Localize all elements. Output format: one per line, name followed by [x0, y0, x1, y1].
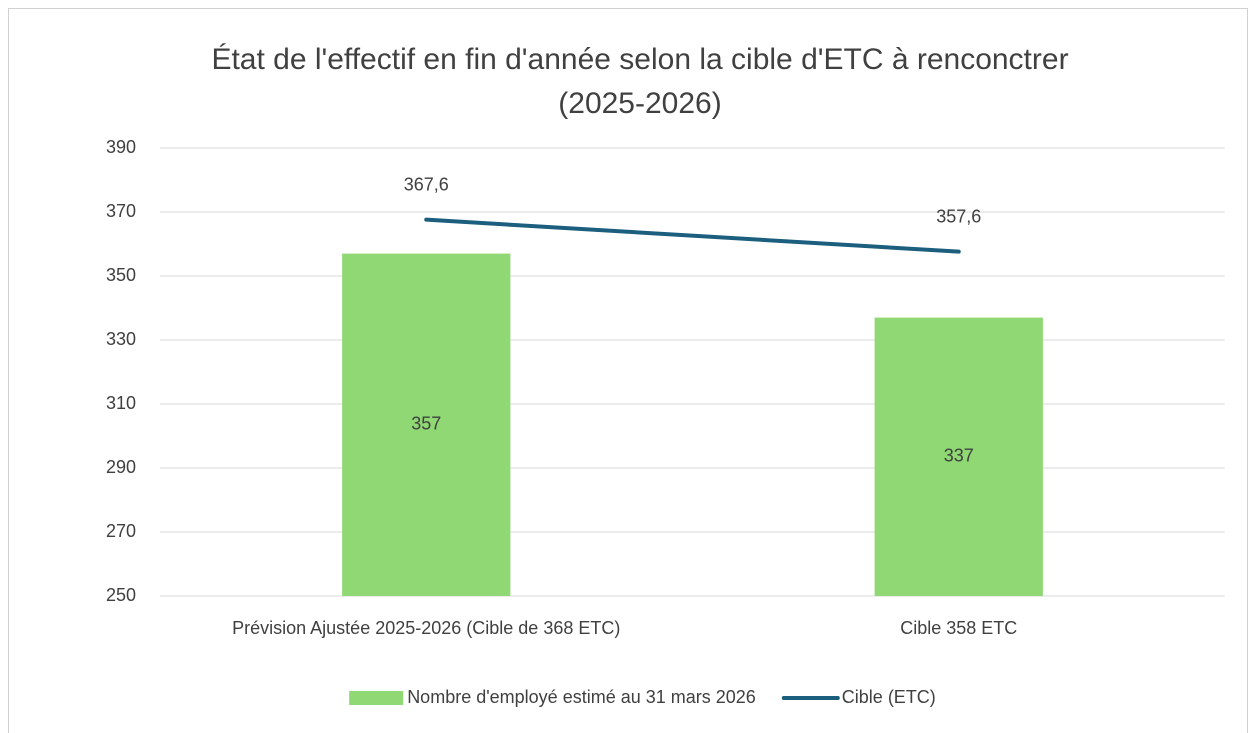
- y-tick-label: 390: [106, 137, 136, 157]
- legend-swatch: [349, 691, 404, 705]
- x-tick-label: Cible 358 ETC: [900, 618, 1017, 638]
- line-value-label: 357,6: [936, 206, 981, 226]
- y-tick-label: 290: [106, 457, 136, 477]
- bar: [874, 317, 1043, 596]
- chart-border: [8, 8, 1248, 733]
- y-tick-label: 350: [106, 265, 136, 285]
- y-tick-label: 250: [106, 585, 136, 605]
- y-tick-label: 330: [106, 329, 136, 349]
- y-tick-label: 370: [106, 201, 136, 221]
- bar-value-label: 337: [944, 446, 974, 466]
- bar-value-label: 357: [411, 414, 441, 434]
- legend-label: Nombre d'employé estimé au 31 mars 2026: [407, 687, 756, 707]
- x-tick-label: Prévision Ajustée 2025-2026 (Cible de 36…: [232, 618, 620, 638]
- y-tick-label: 270: [106, 521, 136, 541]
- line-value-label: 367,6: [404, 174, 449, 194]
- line: [424, 217, 961, 254]
- legend-label: Cible (ETC): [842, 687, 936, 707]
- y-tick-label: 310: [106, 393, 136, 413]
- chart-title: État de l'effectif en fin d'année selon …: [211, 43, 1069, 120]
- bar: [342, 253, 511, 596]
